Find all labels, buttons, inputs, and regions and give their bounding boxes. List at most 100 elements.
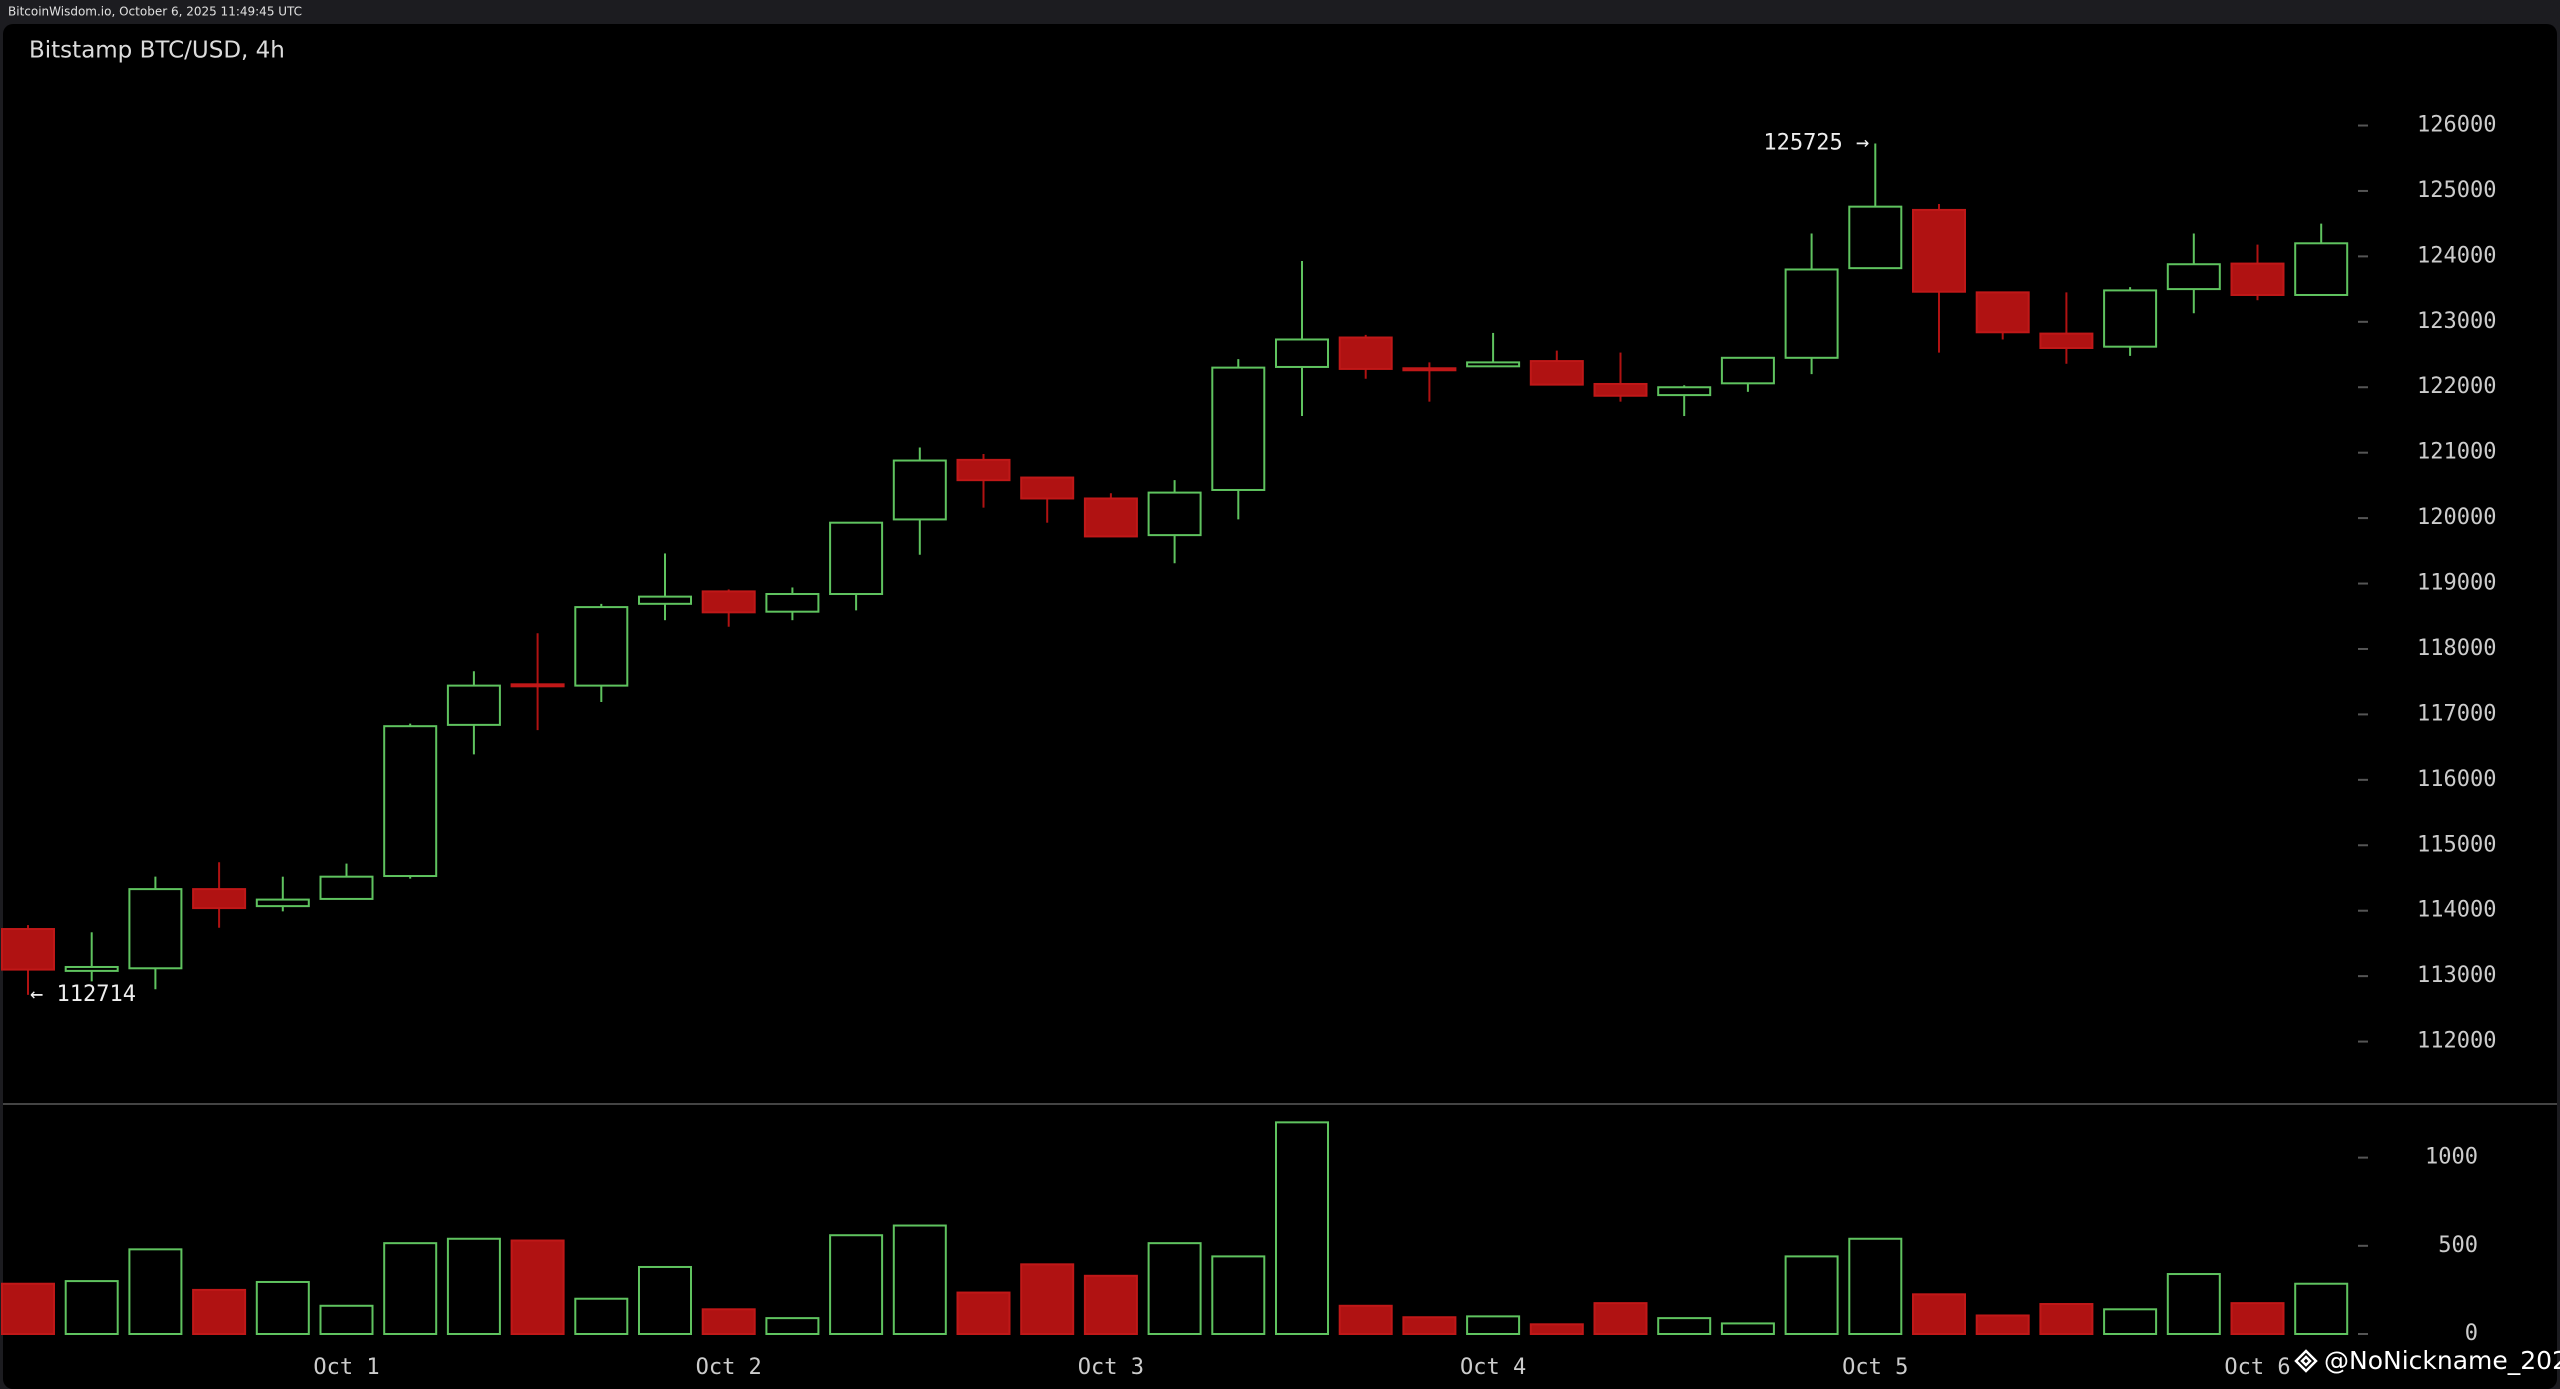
chart-panel <box>3 24 2557 1389</box>
volume-tick-label: 0 <box>2465 1321 2478 1346</box>
volume-bar <box>1 1282 55 1336</box>
candle-body <box>255 898 310 908</box>
candle-body <box>383 725 438 878</box>
candle-body <box>1338 336 1393 370</box>
volume-bar <box>574 1297 629 1335</box>
y-tick-label: 119000 <box>2417 571 2496 596</box>
candle-body <box>2103 289 2158 348</box>
candle-body <box>829 521 884 596</box>
volume-bar <box>829 1234 884 1336</box>
volume-bar <box>1975 1314 2030 1336</box>
candle-body <box>2230 262 2285 296</box>
candle-body <box>1402 367 1457 372</box>
watermark-icon <box>2294 1349 2318 1373</box>
candle-body <box>1020 476 1075 500</box>
candle-body <box>1147 491 1202 537</box>
volume-bar <box>1720 1322 1775 1336</box>
x-tick-label: Oct 3 <box>1078 1355 1144 1380</box>
volume-bar <box>255 1280 310 1335</box>
candle-body <box>1466 361 1521 368</box>
y-tick-label: 124000 <box>2417 243 2496 268</box>
candle-body <box>1975 291 2030 334</box>
volume-bar <box>638 1265 692 1335</box>
volume-bar <box>1211 1255 1266 1335</box>
annotation: 125725 → <box>1763 131 1869 156</box>
volume-bar <box>2230 1302 2285 1336</box>
volume-bar <box>1275 1121 1329 1335</box>
candle-body <box>701 590 756 614</box>
volume-bar <box>1657 1317 1712 1335</box>
volume-bar <box>1848 1237 1903 1335</box>
volume-bar <box>956 1291 1011 1335</box>
candle-body <box>128 888 183 970</box>
y-tick-label: 112000 <box>2417 1029 2496 1054</box>
y-tick-label: 118000 <box>2417 636 2496 661</box>
candle-body <box>1211 366 1266 491</box>
candle-body <box>765 593 820 613</box>
volume-bar <box>1083 1274 1138 1336</box>
candle-body <box>1912 208 1966 293</box>
volume-bar <box>1529 1323 1584 1335</box>
candle-body <box>1720 356 1775 385</box>
volume-bar <box>192 1288 247 1336</box>
volume-bar <box>2039 1303 2094 1335</box>
candle-body <box>1275 338 1329 368</box>
volume-bar <box>446 1237 501 1335</box>
x-tick-label: Oct 5 <box>1842 1355 1908 1380</box>
watermark: @NoNickname_2025 <box>2294 1346 2560 1375</box>
volume-bar <box>2166 1273 2221 1335</box>
volume-bar <box>892 1224 947 1336</box>
volume-tick-label: 1000 <box>2425 1145 2478 1170</box>
volume-bar <box>128 1248 183 1336</box>
candle-body <box>1529 360 1584 386</box>
volume-bar <box>701 1308 756 1336</box>
candle-body <box>2294 242 2349 296</box>
chart-title: Bitstamp BTC/USD, 4h <box>29 38 285 64</box>
candle-body <box>638 595 692 605</box>
volume-bar <box>64 1280 119 1336</box>
volume-bar <box>1338 1304 1393 1336</box>
volume-bar <box>1402 1316 1457 1336</box>
y-tick-label: 122000 <box>2417 374 2496 399</box>
y-tick-label: 126000 <box>2417 113 2496 138</box>
candle-body <box>1 928 55 971</box>
y-tick-label: 123000 <box>2417 309 2496 334</box>
y-tick-label: 120000 <box>2417 505 2496 530</box>
x-tick-label: Oct 2 <box>696 1355 762 1380</box>
volume-bar <box>765 1317 820 1335</box>
volume-bar <box>1593 1302 1648 1336</box>
candle-body <box>319 875 374 900</box>
y-tick-label: 114000 <box>2417 898 2496 923</box>
x-tick-label: Oct 4 <box>1460 1355 1526 1380</box>
candle-body <box>1593 382 1648 397</box>
candle-body <box>192 888 247 910</box>
candle-body <box>2166 263 2221 291</box>
volume-bar <box>510 1239 565 1335</box>
candle-body <box>1784 268 1839 359</box>
y-tick-label: 113000 <box>2417 963 2496 988</box>
volume-bar <box>2103 1308 2158 1336</box>
volume-bar <box>319 1304 374 1336</box>
header-text: BitcoinWisdom.io, October 6, 2025 11:49:… <box>8 5 302 19</box>
candle-body <box>446 684 501 726</box>
volume-bar <box>1147 1242 1202 1336</box>
volume-tick-label: 500 <box>2438 1233 2478 1258</box>
y-tick-label: 117000 <box>2417 701 2496 726</box>
y-tick-label: 121000 <box>2417 440 2496 465</box>
watermark-text: @NoNickname_2025 <box>2324 1346 2560 1375</box>
volume-bar <box>1466 1315 1521 1335</box>
volume-bar <box>1020 1263 1075 1335</box>
annotation: ← 112714 <box>30 982 136 1007</box>
volume-bar <box>383 1242 438 1336</box>
candle-body <box>1848 205 1903 270</box>
volume-bar <box>2294 1282 2349 1336</box>
candle-body <box>574 606 629 687</box>
candle-body <box>2039 332 2094 349</box>
candle-body <box>1657 386 1712 397</box>
y-tick-label: 115000 <box>2417 832 2496 857</box>
candle-body <box>1083 497 1138 538</box>
candle-body <box>64 965 119 972</box>
x-tick-label: Oct 1 <box>313 1355 379 1380</box>
